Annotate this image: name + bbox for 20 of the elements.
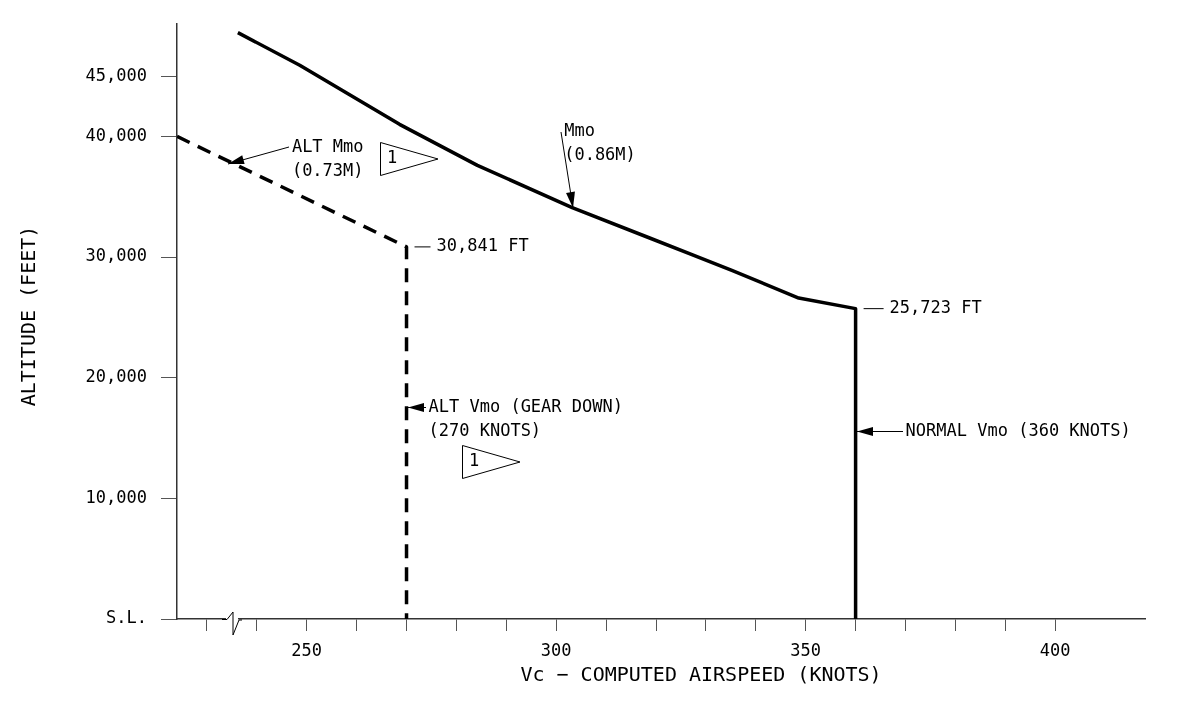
x-axis-title: Vc − COMPUTED AIRSPEED (KNOTS)	[520, 662, 882, 687]
y-tick-label: 20,000	[85, 366, 147, 387]
x-tick-label: 250	[291, 639, 323, 660]
y-tick-label: 10,000	[85, 486, 147, 507]
y-tick-label: 30,000	[85, 245, 147, 266]
x-tick-label: 350	[790, 639, 822, 660]
annotation: NORMAL Vmo (360 KNOTS)	[905, 420, 1131, 441]
y-axis-title: ALTITUDE (FEET)	[16, 225, 41, 407]
annotation: 25,723 FT	[889, 297, 982, 318]
y-tick-label: S.L.	[106, 607, 147, 628]
x-tick-label: 400	[1039, 639, 1071, 660]
y-tick-label: 40,000	[85, 124, 147, 145]
y-tick-label: 45,000	[85, 64, 147, 85]
x-tick-label: 300	[540, 639, 572, 660]
annotation: ALT Mmo (0.73M)	[291, 135, 364, 180]
annotation: 1	[387, 147, 398, 168]
annotation: Mmo (0.86M)	[564, 120, 636, 165]
annotation: 1	[469, 450, 480, 471]
annotation: 30,841 FT	[436, 235, 529, 256]
annotation: ALT Vmo (GEAR DOWN) (270 KNOTS)	[428, 395, 623, 440]
